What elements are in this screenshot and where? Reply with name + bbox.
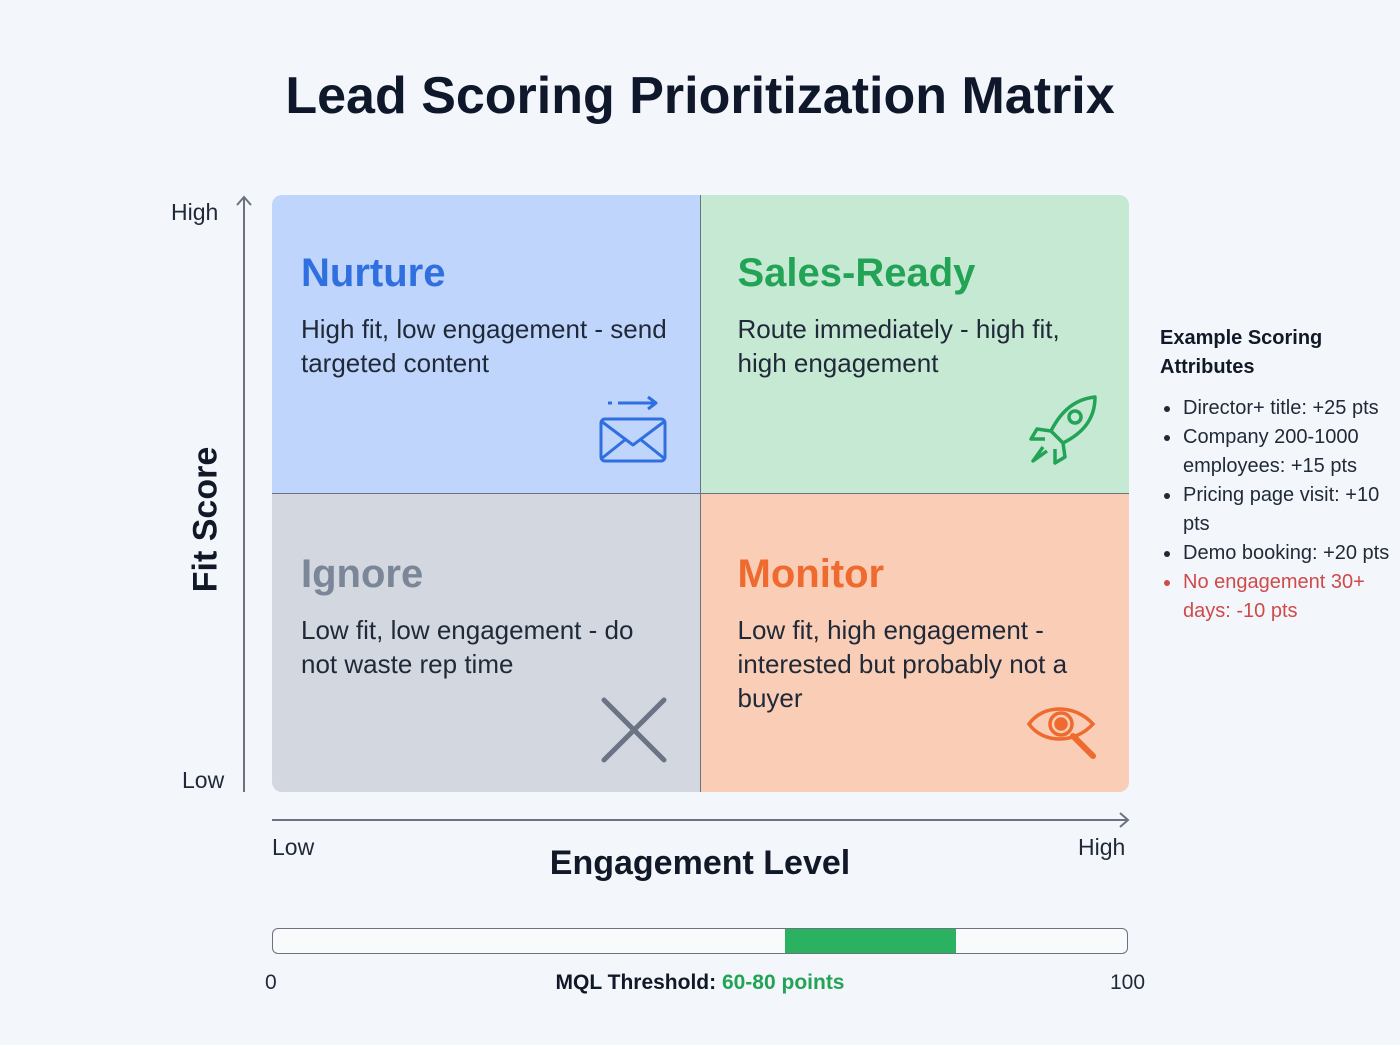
- quadrant-title: Sales-Ready: [737, 251, 976, 295]
- quadrant-monitor: Monitor Low fit, high engagement - inter…: [700, 493, 1129, 792]
- quadrant-desc: Low fit, high engagement - interested bu…: [737, 614, 1068, 713]
- matrix: Nurture High fit, low engagement - send …: [272, 195, 1129, 792]
- envelope-arrow-icon: [599, 395, 666, 462]
- x-icon: [601, 697, 666, 763]
- x-axis-arrow: [272, 812, 1130, 828]
- threshold-value: 60-80 points: [721, 971, 845, 994]
- quadrant-title: Nurture: [301, 251, 446, 295]
- quadrant-ignore: Ignore Low fit, low engagement - do not …: [272, 493, 701, 792]
- quadrant-nurture: Nurture High fit, low engagement - send …: [272, 195, 701, 494]
- scale-max: 100: [1110, 971, 1146, 994]
- scoring-attributes-panel: Example Scoring Attributes Director+ tit…: [1160, 324, 1390, 626]
- y-axis-label: Fit Score: [186, 446, 225, 593]
- y-axis-arrow: [236, 195, 252, 792]
- y-axis-high: High: [171, 199, 219, 225]
- mql-threshold-fill: [785, 929, 957, 953]
- attribute-item: Director+ title: +25 pts: [1160, 394, 1390, 423]
- x-axis-label: Engagement Level: [549, 844, 851, 882]
- x-axis-low: Low: [272, 834, 315, 860]
- quadrant-desc: High fit, low engagement - send targeted…: [301, 314, 667, 378]
- attributes-title: Example Scoring Attributes: [1160, 327, 1323, 378]
- threshold-label: MQL Threshold:: [555, 971, 717, 994]
- attribute-item: Pricing page visit: +10 pts: [1160, 481, 1390, 539]
- y-axis-low: Low: [182, 767, 225, 793]
- quadrant-title: Ignore: [301, 551, 424, 596]
- scale-min: 0: [265, 971, 277, 994]
- page-title: Lead Scoring Prioritization Matrix: [285, 67, 1115, 125]
- attribute-item: Demo booking: +20 pts: [1160, 539, 1390, 568]
- rocket-icon: [1029, 394, 1097, 465]
- attribute-item-negative: No engagement 30+ days: -10 pts: [1160, 568, 1390, 626]
- eye-magnifier-icon: [1027, 707, 1096, 759]
- attribute-item: Company 200-1000 employees: +15 pts: [1160, 423, 1390, 481]
- mql-threshold-bar: [272, 928, 1128, 954]
- quadrant-desc: Low fit, low engagement - do not waste r…: [301, 614, 634, 679]
- quadrant-desc: Route immediately - high fit, high engag…: [737, 314, 1060, 378]
- x-axis-high: High: [1078, 834, 1126, 860]
- quadrant-sales-ready: Sales-Ready Route immediately - high fit…: [700, 195, 1129, 494]
- quadrant-title: Monitor: [737, 551, 885, 596]
